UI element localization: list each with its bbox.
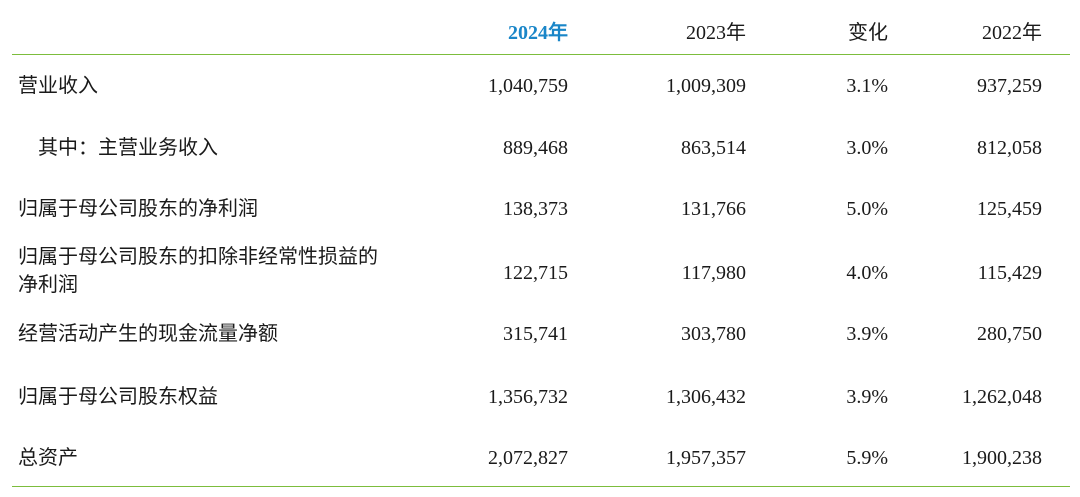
value-2022: 937,259	[977, 75, 1042, 97]
value-2022: 1,262,048	[962, 386, 1042, 408]
value-2023: 131,766	[681, 198, 746, 220]
value-2024: 315,741	[503, 323, 568, 345]
value-2024: 1,040,759	[488, 75, 568, 97]
row-label: 总资产	[18, 447, 78, 469]
row-label: 归属于母公司股东权益	[18, 386, 218, 408]
financial-summary-table: 2024年 2023年 变化 2022年 营业收入 1,040,759 1,00…	[12, 0, 1070, 497]
value-change: 4.0%	[846, 262, 888, 284]
value-2024: 889,468	[503, 137, 568, 159]
row-label-line2: 净利润	[18, 274, 78, 296]
value-change: 3.9%	[846, 323, 888, 345]
header-change: 变化	[848, 22, 888, 44]
header-2023: 2023年	[686, 22, 746, 44]
value-2023: 117,980	[681, 262, 746, 284]
value-change: 3.9%	[846, 386, 888, 408]
row-label-line1: 归属于母公司股东的扣除非经常性损益的	[18, 246, 378, 268]
value-change: 5.0%	[846, 198, 888, 220]
row-label: 归属于母公司股东的净利润	[18, 198, 258, 220]
value-change: 3.0%	[846, 137, 888, 159]
value-2022: 125,459	[977, 198, 1042, 220]
value-2023: 303,780	[681, 323, 746, 345]
header-2022: 2022年	[982, 22, 1042, 44]
value-2022: 812,058	[977, 137, 1042, 159]
value-2023: 863,514	[681, 137, 746, 159]
value-2024: 138,373	[503, 198, 568, 220]
table-bottom-rule	[12, 486, 1070, 487]
row-label: 其中：主营业务收入	[38, 137, 218, 159]
value-2022: 280,750	[977, 323, 1042, 345]
value-2022: 115,429	[977, 262, 1042, 284]
value-2024: 122,715	[503, 262, 568, 284]
value-2023: 1,957,357	[666, 447, 746, 469]
row-label: 经营活动产生的现金流量净额	[18, 323, 278, 345]
value-2022: 1,900,238	[962, 447, 1042, 469]
row-label: 营业收入	[18, 75, 98, 97]
table-header: 2024年 2023年 变化 2022年	[12, 0, 1070, 55]
value-2024: 2,072,827	[488, 447, 568, 469]
header-2024: 2024年	[508, 22, 568, 44]
value-2023: 1,306,432	[666, 386, 746, 408]
value-change: 5.9%	[846, 447, 888, 469]
value-change: 3.1%	[846, 75, 888, 97]
value-2023: 1,009,309	[666, 75, 746, 97]
value-2024: 1,356,732	[488, 386, 568, 408]
